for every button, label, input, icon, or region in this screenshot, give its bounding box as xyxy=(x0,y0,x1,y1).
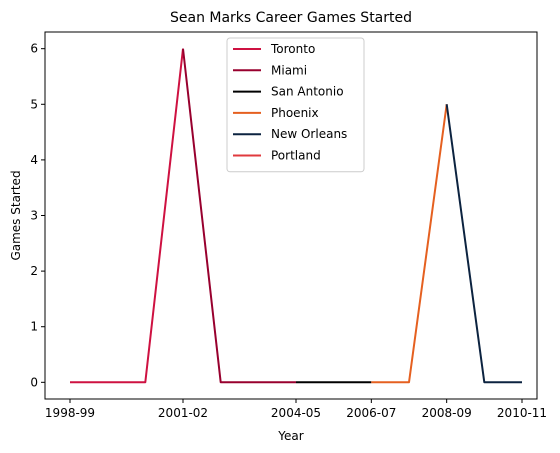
y-tick-label: 6 xyxy=(30,42,38,56)
y-tick-label: 4 xyxy=(30,153,38,167)
legend-label: Phoenix xyxy=(271,106,319,120)
y-tick-label: 0 xyxy=(30,375,38,389)
y-tick-label: 3 xyxy=(30,209,38,223)
y-ticks: 0 1 2 3 4 5 6 xyxy=(30,42,45,389)
legend-label: New Orleans xyxy=(271,127,347,141)
series-line-toronto xyxy=(70,48,184,384)
legend-label: San Antonio xyxy=(271,85,344,99)
y-tick-label: 2 xyxy=(30,264,38,278)
x-ticks: 1998-99 2001-02 2004-05 2006-07 2008-09 2010-… xyxy=(45,399,547,420)
legend-label: Portland xyxy=(271,149,321,163)
x-tick-label: 2004-05 xyxy=(271,406,321,420)
x-tick-label: 2001-02 xyxy=(158,406,208,420)
legend-label: Toronto xyxy=(270,42,315,56)
y-axis-title: Games Started xyxy=(9,170,23,260)
plot-lines xyxy=(70,48,522,384)
x-tick-label: 2010-11 xyxy=(497,406,547,420)
y-tick-label: 1 xyxy=(30,320,38,334)
x-tick-label: 2006-07 xyxy=(346,406,396,420)
legend-label: Miami xyxy=(271,63,307,77)
legend: Toronto Miami San Antonio Phoenix New Orlean… xyxy=(226,37,365,173)
x-axis-title: Year xyxy=(277,429,303,443)
legend-box xyxy=(226,37,365,173)
chart-title: Sean Marks Career Games Started xyxy=(170,10,412,26)
series-line-new-orleans xyxy=(445,104,522,384)
y-tick-label: 5 xyxy=(30,97,38,111)
x-tick-label: 1998-99 xyxy=(45,406,95,420)
series-line-miami xyxy=(182,48,296,384)
series-line-phoenix xyxy=(371,104,448,384)
x-tick-label: 2008-09 xyxy=(422,406,472,420)
